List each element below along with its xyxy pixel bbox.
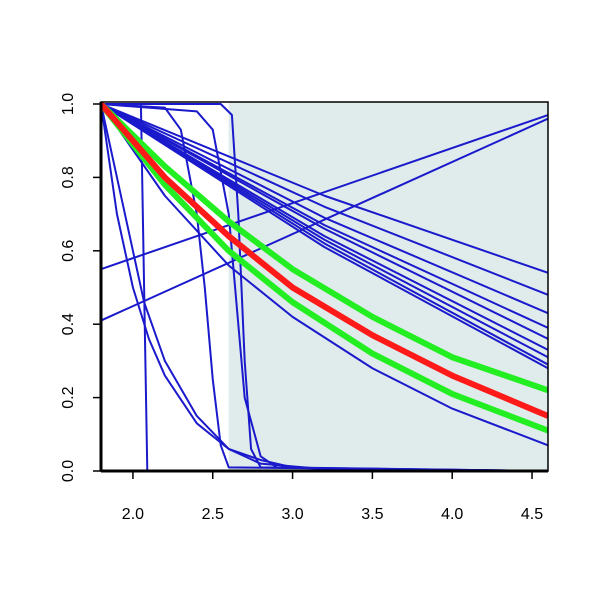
series-line xyxy=(101,103,548,359)
series-line xyxy=(101,103,548,366)
x-tick-label: 2.5 xyxy=(202,506,224,523)
series-line xyxy=(101,103,548,472)
x-tick-label: 3.5 xyxy=(361,506,383,523)
y-tick-label: 1.0 xyxy=(60,93,77,115)
series-line xyxy=(101,102,548,419)
series-line xyxy=(101,103,548,472)
y-tick-label: 0.6 xyxy=(60,240,77,262)
series-line xyxy=(101,103,548,329)
series-line xyxy=(101,102,548,434)
series-line xyxy=(101,103,548,472)
series-line xyxy=(101,103,548,370)
y-tick-label: 0.2 xyxy=(60,386,77,408)
series-line xyxy=(101,103,548,472)
series-line xyxy=(101,103,548,447)
series-line xyxy=(101,103,548,315)
series-line xyxy=(101,103,548,296)
y-tick-label: 0.4 xyxy=(60,313,77,335)
y-tick-label: 0.0 xyxy=(60,460,77,482)
series-line xyxy=(101,117,548,322)
y-tick-label: 0.8 xyxy=(60,166,77,188)
x-tick-label: 4.0 xyxy=(441,506,463,523)
series-line xyxy=(101,102,548,394)
x-tick-label: 3.0 xyxy=(281,506,303,523)
x-tick-label: 2.0 xyxy=(122,506,144,523)
series-line xyxy=(101,103,548,351)
x-tick-label: 4.5 xyxy=(521,506,543,523)
series-line xyxy=(101,103,548,274)
lines xyxy=(101,102,548,472)
series-line xyxy=(101,103,548,340)
series-line xyxy=(101,114,548,271)
